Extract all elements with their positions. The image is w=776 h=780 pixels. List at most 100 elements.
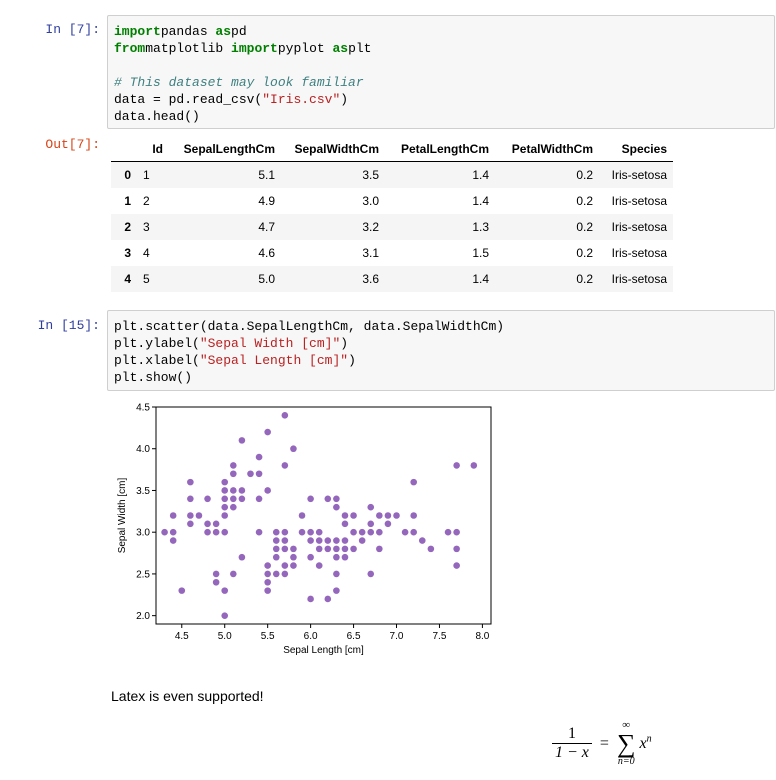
code-token: as — [215, 24, 232, 39]
data-point — [453, 562, 460, 569]
table-cell: 0.2 — [576, 194, 593, 208]
data-point — [333, 503, 340, 511]
code-token: plt.scatter(data.SepalLengthCm, data.Sep… — [114, 319, 505, 334]
data-point — [324, 537, 332, 544]
table-cell: 3 — [143, 220, 150, 234]
data-point — [187, 520, 194, 528]
data-point — [221, 587, 229, 594]
data-point — [367, 520, 375, 528]
table-cell: 4.6 — [258, 246, 275, 260]
data-point — [307, 537, 314, 544]
data-point — [333, 570, 340, 578]
data-point — [161, 528, 168, 536]
data-point — [272, 545, 280, 553]
x-tick-label: 4.5 — [175, 631, 189, 642]
data-point — [255, 528, 263, 536]
sum-lower: n=0 — [617, 756, 635, 767]
table-cell: 3.0 — [362, 194, 379, 208]
data-point — [187, 512, 194, 519]
y-tick-label: 4.0 — [136, 444, 150, 455]
data-point — [290, 553, 297, 561]
code-token: matplotlib — [145, 41, 232, 56]
data-point — [384, 512, 392, 519]
x-tick-label: 6.0 — [304, 631, 318, 642]
table-cell: 4.7 — [258, 220, 275, 234]
data-point — [410, 478, 417, 486]
data-point — [453, 462, 460, 469]
term-base: x — [639, 735, 647, 753]
table-row: 4 5 5.0 3.6 1.4 0.2 Iris-setosa — [111, 266, 673, 292]
data-point — [333, 587, 340, 594]
data-point — [221, 512, 229, 519]
data-point — [315, 528, 323, 536]
code-cell-2[interactable]: plt.scatter(data.SepalLengthCm, data.Sep… — [107, 310, 775, 391]
data-point — [376, 512, 383, 519]
data-point — [341, 545, 349, 553]
data-point — [212, 578, 220, 586]
table-cell: 3.1 — [362, 246, 379, 260]
code-line: plt.xlabel("Sepal Length [cm]") — [114, 352, 768, 369]
table-cell: Iris-setosa — [611, 220, 667, 234]
table-cell: 1.5 — [472, 246, 489, 260]
data-point — [324, 595, 332, 603]
code-token: import — [231, 41, 278, 56]
code-token: ) — [340, 336, 349, 351]
code-token: ) — [348, 353, 356, 368]
input-prompt: In [7]: — [45, 22, 100, 37]
data-point — [453, 528, 460, 536]
row-index: 4 — [124, 272, 131, 286]
code-token: pyplot — [277, 41, 333, 56]
table-cell: 1.4 — [472, 194, 489, 208]
data-point — [444, 528, 452, 536]
sum-term: xn — [639, 734, 651, 753]
code-line: frommatplotlib importpyplot asplt — [114, 40, 768, 57]
markdown-text: Latex is even supported! — [111, 688, 264, 704]
code-editor[interactable]: importpandas aspd frommatplotlib importpy… — [108, 16, 774, 132]
code-line: plt.ylabel("Sepal Width [cm]") — [114, 335, 768, 352]
code-line: importpandas aspd — [114, 23, 768, 40]
code-token: pd — [231, 24, 247, 39]
data-point — [212, 570, 220, 578]
data-point — [281, 562, 289, 569]
data-point — [238, 487, 246, 494]
data-point — [221, 478, 229, 486]
data-point — [341, 553, 349, 561]
data-point — [169, 528, 177, 536]
table-cell: 1 — [143, 168, 150, 182]
y-tick-label: 4.5 — [136, 403, 150, 414]
code-line: data.head() — [114, 108, 768, 125]
data-point — [204, 528, 211, 536]
data-point — [169, 537, 177, 544]
data-point — [272, 537, 280, 544]
table-cell: 0.2 — [576, 272, 593, 286]
code-line: plt.scatter(data.SepalLengthCm, data.Sep… — [114, 318, 768, 335]
table-cell: 4 — [143, 246, 150, 260]
data-point — [315, 537, 323, 544]
data-point — [264, 487, 271, 494]
data-point — [187, 478, 194, 486]
code-token: data.head() — [114, 109, 200, 124]
x-tick-label: 6.5 — [347, 631, 361, 642]
code-token: "Iris.csv" — [262, 92, 341, 107]
data-point — [341, 520, 349, 528]
column-header: PetalLengthCm — [385, 137, 495, 162]
data-point — [376, 528, 383, 536]
data-point — [187, 495, 194, 503]
y-tick-label: 3.5 — [136, 486, 150, 497]
input-prompt: In [15]: — [37, 318, 100, 333]
y-axis-label: Sepal Width [cm] — [117, 477, 128, 553]
code-editor[interactable]: plt.scatter(data.SepalLengthCm, data.Sep… — [108, 311, 774, 393]
data-point — [264, 428, 271, 436]
index-header — [111, 137, 137, 162]
data-point — [470, 462, 478, 469]
table-cell: 0.2 — [576, 246, 593, 260]
code-token: as — [332, 41, 349, 56]
data-point — [350, 512, 357, 519]
code-token: ) — [340, 92, 349, 107]
x-tick-label: 5.5 — [261, 631, 275, 642]
data-point — [230, 470, 237, 478]
table-cell: 5 — [143, 272, 150, 286]
code-token: import — [114, 24, 161, 39]
data-point — [418, 537, 426, 544]
code-cell-1[interactable]: importpandas aspd frommatplotlib importpy… — [107, 15, 775, 129]
